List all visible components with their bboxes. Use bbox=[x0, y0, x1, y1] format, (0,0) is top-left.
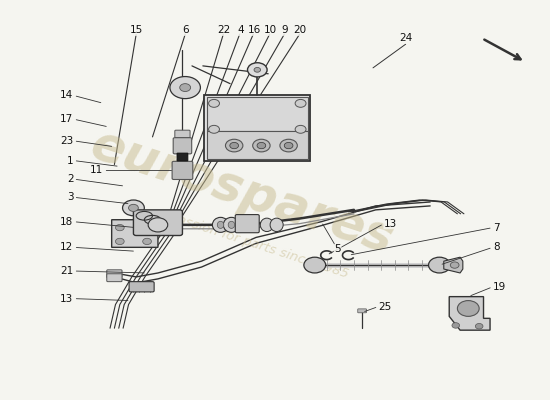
FancyBboxPatch shape bbox=[129, 282, 154, 292]
Text: 5: 5 bbox=[334, 244, 341, 254]
Circle shape bbox=[226, 139, 243, 152]
Circle shape bbox=[148, 218, 168, 232]
Text: 21: 21 bbox=[60, 266, 74, 276]
Circle shape bbox=[230, 142, 239, 149]
FancyBboxPatch shape bbox=[173, 138, 192, 154]
Circle shape bbox=[450, 262, 459, 268]
Ellipse shape bbox=[223, 217, 240, 232]
Circle shape bbox=[284, 142, 293, 149]
Circle shape bbox=[208, 100, 219, 107]
Circle shape bbox=[257, 142, 266, 149]
Circle shape bbox=[428, 257, 450, 273]
Circle shape bbox=[180, 84, 191, 92]
FancyBboxPatch shape bbox=[134, 210, 183, 236]
Circle shape bbox=[475, 324, 483, 329]
Text: 18: 18 bbox=[60, 217, 74, 227]
Text: 24: 24 bbox=[399, 33, 412, 43]
Text: 10: 10 bbox=[264, 25, 277, 35]
Text: 9: 9 bbox=[282, 25, 288, 35]
FancyBboxPatch shape bbox=[107, 274, 122, 282]
Circle shape bbox=[170, 76, 200, 99]
Text: 14: 14 bbox=[60, 90, 74, 100]
Text: 25: 25 bbox=[378, 302, 392, 312]
Text: a passion for parts since 1985: a passion for parts since 1985 bbox=[156, 206, 350, 280]
Circle shape bbox=[248, 63, 267, 77]
Circle shape bbox=[295, 125, 306, 133]
Ellipse shape bbox=[217, 221, 224, 228]
Text: 3: 3 bbox=[67, 192, 74, 202]
FancyBboxPatch shape bbox=[358, 309, 366, 313]
Text: 13: 13 bbox=[384, 219, 397, 229]
Text: 1: 1 bbox=[67, 156, 74, 166]
Circle shape bbox=[123, 200, 144, 216]
Text: eurospares: eurospares bbox=[85, 120, 400, 264]
Text: 6: 6 bbox=[182, 25, 189, 35]
Circle shape bbox=[280, 139, 298, 152]
Circle shape bbox=[116, 224, 124, 231]
Text: 2: 2 bbox=[67, 174, 74, 184]
Text: 11: 11 bbox=[90, 166, 103, 176]
FancyBboxPatch shape bbox=[207, 98, 307, 131]
Text: 7: 7 bbox=[493, 223, 499, 233]
Circle shape bbox=[116, 238, 124, 244]
Text: 19: 19 bbox=[493, 282, 506, 292]
Ellipse shape bbox=[260, 218, 273, 232]
FancyBboxPatch shape bbox=[235, 214, 259, 233]
FancyBboxPatch shape bbox=[177, 153, 188, 161]
Circle shape bbox=[458, 300, 479, 316]
FancyBboxPatch shape bbox=[204, 96, 310, 160]
Polygon shape bbox=[444, 257, 463, 273]
Text: 4: 4 bbox=[238, 25, 244, 35]
Circle shape bbox=[452, 323, 460, 328]
Circle shape bbox=[129, 204, 139, 212]
Ellipse shape bbox=[228, 221, 235, 228]
Text: 23: 23 bbox=[60, 136, 74, 146]
FancyBboxPatch shape bbox=[175, 130, 190, 138]
FancyBboxPatch shape bbox=[107, 270, 122, 278]
Circle shape bbox=[208, 125, 219, 133]
FancyBboxPatch shape bbox=[172, 161, 193, 180]
FancyBboxPatch shape bbox=[207, 130, 307, 158]
Ellipse shape bbox=[212, 217, 229, 232]
Text: 15: 15 bbox=[130, 25, 143, 35]
Ellipse shape bbox=[270, 218, 283, 232]
Circle shape bbox=[304, 257, 326, 273]
Polygon shape bbox=[112, 220, 158, 247]
Circle shape bbox=[252, 139, 270, 152]
Circle shape bbox=[142, 238, 151, 244]
Text: 12: 12 bbox=[60, 242, 74, 252]
Text: 17: 17 bbox=[60, 114, 74, 124]
Circle shape bbox=[295, 100, 306, 107]
Polygon shape bbox=[449, 297, 490, 330]
Text: 16: 16 bbox=[248, 25, 261, 35]
Text: 22: 22 bbox=[218, 25, 231, 35]
Circle shape bbox=[254, 68, 261, 72]
Text: 20: 20 bbox=[294, 25, 306, 35]
Text: 8: 8 bbox=[493, 242, 499, 252]
Text: 13: 13 bbox=[60, 294, 74, 304]
